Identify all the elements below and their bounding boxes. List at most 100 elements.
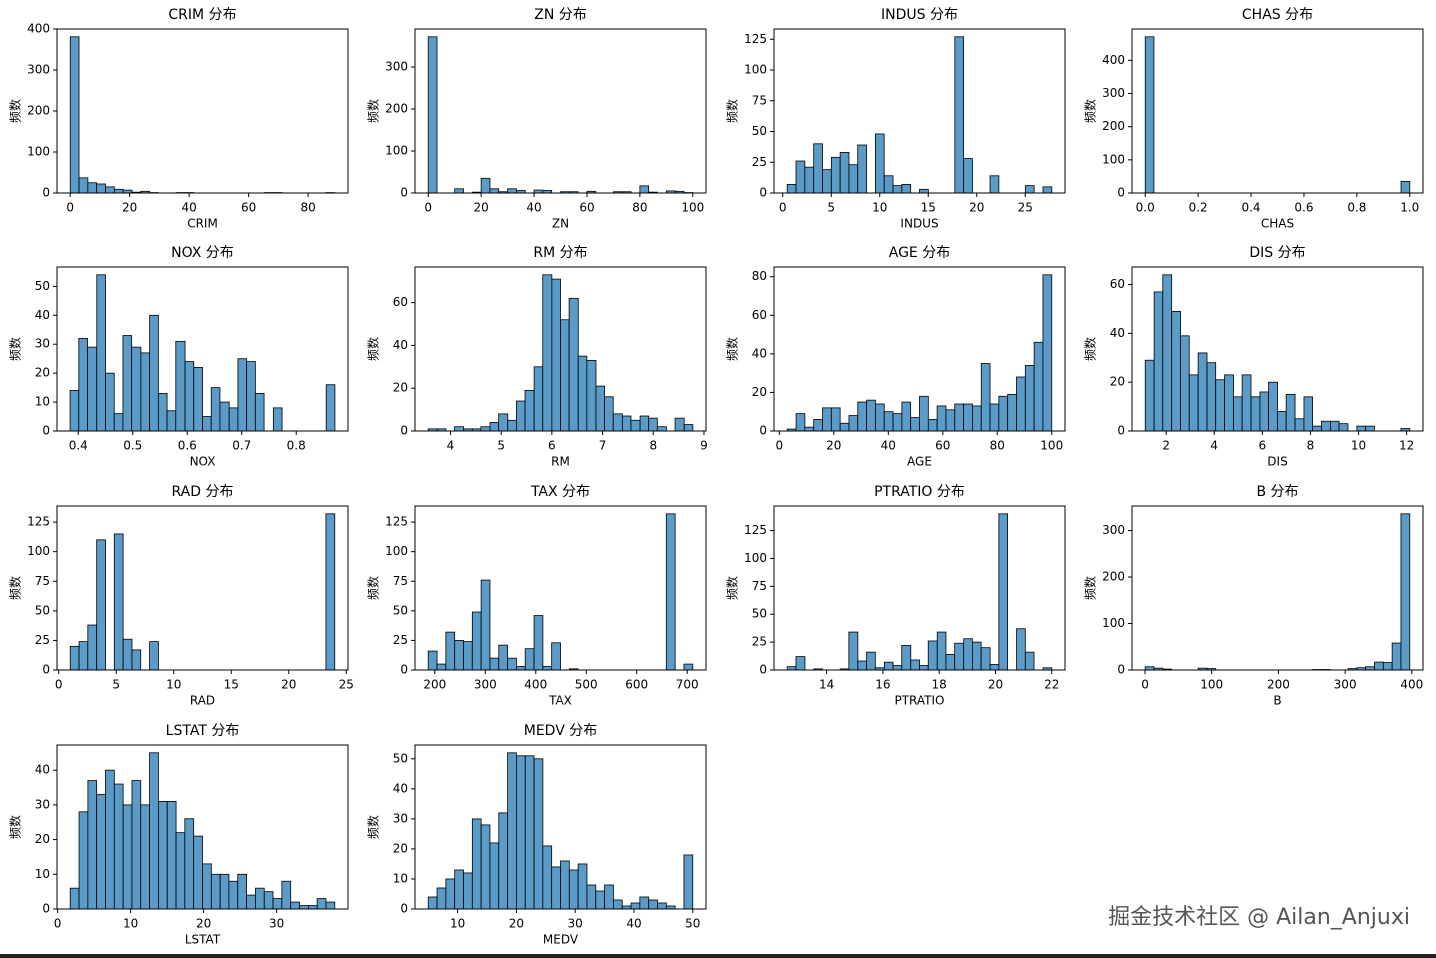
bar [560,860,570,910]
y-axis-label: 频数 [8,99,23,123]
bar [1285,393,1296,432]
bar [568,869,579,910]
y-tick-label: 20 [752,385,767,399]
bar [480,177,491,194]
y-tick-label: 0 [1117,663,1125,677]
x-tick-label: 15 [921,201,936,215]
bar [507,752,517,910]
bar [96,183,106,194]
y-tick-label: 125 [27,515,50,529]
bar [325,513,336,671]
x-axis-label: RM [551,455,570,469]
bar [281,880,292,910]
x-tick-label: 60 [935,439,950,453]
x-axis-label: AGE [907,455,932,469]
bar [577,863,588,910]
x-tick-label: 25 [339,678,354,692]
bar [246,361,256,432]
bar [515,400,526,432]
bar [857,401,867,432]
bar [665,513,676,671]
bar [325,384,336,432]
bar [857,144,867,194]
y-tick-label: 100 [1102,616,1125,630]
axes-frame [1131,505,1424,671]
x-axis-label: LSTAT [185,933,221,947]
bar [848,631,859,671]
x-axis-label: PTRATIO [894,694,944,708]
x-tick-label: 9 [700,439,708,453]
bar [1330,420,1340,432]
bar [1162,274,1173,432]
bar [113,533,124,671]
bar [919,395,929,432]
x-tick-label: 18 [932,678,947,692]
bar [1268,381,1278,432]
y-tick-label: 40 [752,346,767,360]
bar [1321,420,1331,432]
bar [892,665,903,671]
bar [87,780,98,910]
y-tick-label: 0 [400,424,408,438]
x-tick-label: 10 [450,917,465,931]
bar [1042,186,1053,194]
y-tick-label: 25 [393,633,408,647]
bar [963,403,973,432]
x-tick-label: 6 [548,439,556,453]
y-axis-label: 频数 [8,815,23,839]
bar [498,644,508,671]
x-tick-label: 40 [626,917,641,931]
bar [427,896,438,910]
bar [122,804,133,910]
bar [228,407,239,432]
bar [795,656,806,671]
bar [1042,274,1053,432]
bar [874,133,885,194]
bar [972,641,982,671]
bar [290,901,300,910]
chart-title: RAD 分布 [172,484,234,500]
bar [1188,374,1199,432]
bar [848,164,859,194]
x-tick-label: 80 [300,201,315,215]
bar [656,426,667,432]
x-tick-label: 500 [575,678,598,692]
bar [149,641,159,671]
bar [507,188,517,194]
x-tick-label: 30 [568,917,583,931]
y-tick-label: 50 [393,603,408,617]
x-tick-label: 20 [988,678,1003,692]
x-axis-label: NOX [190,455,216,469]
bar [786,183,797,194]
bar [316,898,327,910]
y-tick-label: 60 [1110,277,1125,291]
bar [533,615,544,671]
x-tick-label: 700 [676,678,699,692]
x-tick-label: 20 [473,201,488,215]
bar [149,752,159,910]
x-tick-label: 0 [776,439,784,453]
bar [471,818,482,910]
y-tick-label: 25 [35,633,50,647]
bar [69,390,80,432]
bar [1206,362,1217,432]
y-tick-label: 40 [1110,326,1125,340]
bar [96,274,106,432]
bar [436,887,447,910]
bar [489,842,500,910]
bar [1215,379,1225,432]
y-tick-label: 20 [1110,375,1125,389]
bar [272,407,283,432]
bar [830,407,841,432]
x-tick-label: 0.0 [1136,201,1155,215]
axes-frame [56,505,349,671]
bottom-border [0,954,1436,958]
x-tick-label: 20 [826,439,841,453]
bar [463,872,473,910]
bar [1144,36,1155,194]
x-tick-label: 20 [969,201,984,215]
bar [963,638,973,671]
bar [795,160,806,194]
y-tick-label: 50 [35,279,50,293]
